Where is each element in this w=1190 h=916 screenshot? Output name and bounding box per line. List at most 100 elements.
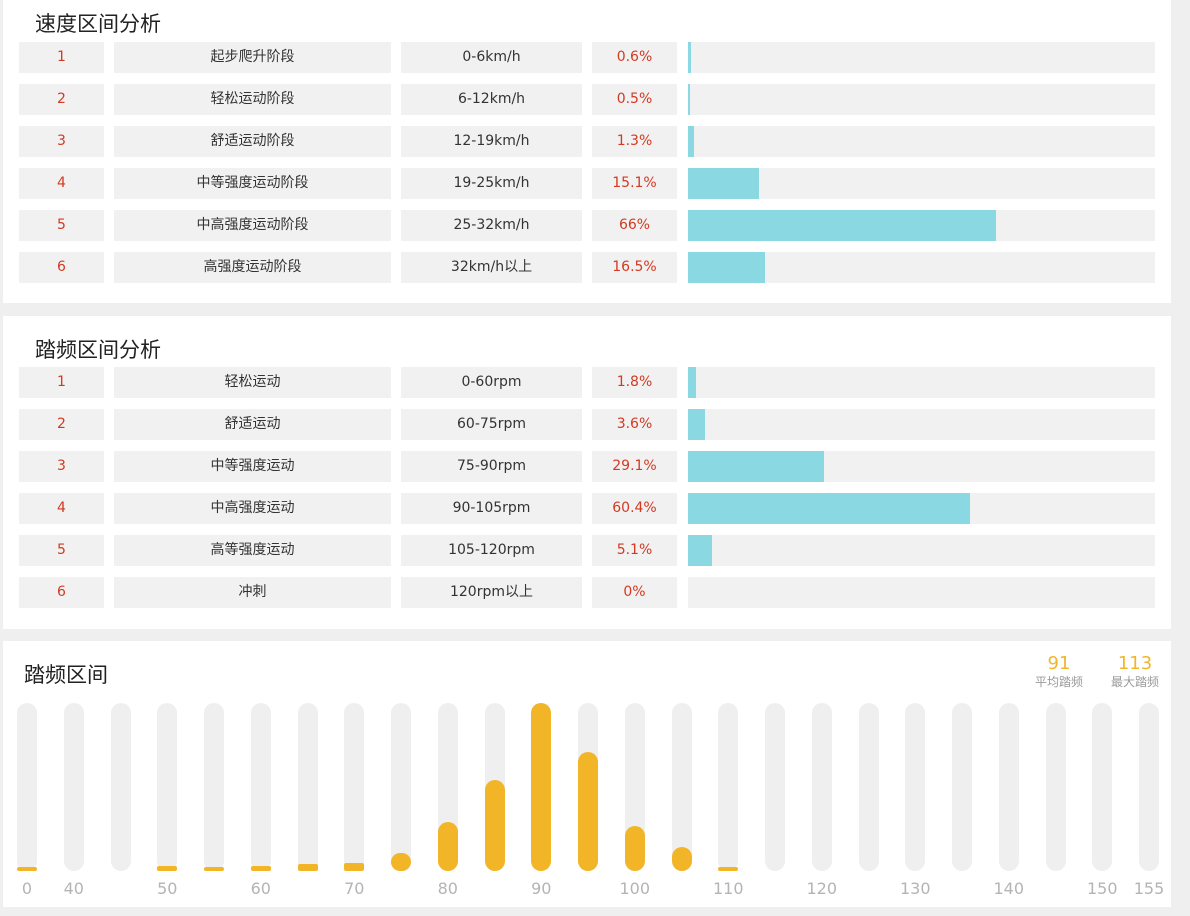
- histogram-title: 踏频区间: [24, 663, 108, 687]
- histogram-column: [250, 703, 271, 871]
- zone-range: 120rpm以上: [401, 577, 582, 608]
- histogram-track: [905, 703, 926, 871]
- histogram-bar: [297, 864, 318, 871]
- cadence-zone-panel: 踏频区间分析 1 轻松运动 0-60rpm 1.8% 2 舒适运动 60-75rpm 3.6%…: [3, 316, 1171, 629]
- histogram-tick-label: 50: [157, 879, 178, 898]
- zone-percent: 1.3%: [592, 126, 677, 157]
- histogram-column: [811, 703, 832, 871]
- zone-bar-track: [688, 409, 1155, 440]
- zone-name: 舒适运动: [114, 409, 391, 440]
- histogram-bar: [671, 847, 692, 871]
- histogram-column: [578, 703, 598, 871]
- histogram-bar: [17, 867, 37, 871]
- average-cadence-label: 平均踏频: [1034, 675, 1083, 689]
- zone-index: 2: [19, 409, 104, 440]
- histogram-bar: [484, 780, 505, 871]
- zone-index: 5: [19, 210, 104, 241]
- histogram-tick-label: 150: [1086, 879, 1118, 898]
- histogram-track: [204, 703, 224, 871]
- histogram-column: [952, 703, 972, 871]
- zone-percent: 29.1%: [592, 451, 677, 482]
- cadence-histogram-panel: 踏频区间 91 平均踏频 113 最大踏频 0 40 50 60 70 80 90 100 11…: [3, 641, 1171, 907]
- histogram-bar: [578, 751, 598, 871]
- max-cadence-value: 113: [1117, 653, 1153, 674]
- zone-range: 0-6km/h: [401, 42, 582, 73]
- zone-index: 1: [19, 42, 104, 73]
- zone-range: 12-19km/h: [401, 126, 582, 157]
- zone-bar-fill: [688, 451, 824, 482]
- histogram-tick-label: 0: [21, 879, 33, 898]
- histogram-column: [1092, 703, 1113, 871]
- zone-percent: 5.1%: [592, 535, 677, 566]
- histogram-bar: [250, 865, 271, 871]
- histogram-column: [1045, 703, 1066, 871]
- histogram-tick-label: 120: [806, 879, 838, 898]
- zone-bar-fill: [688, 367, 697, 398]
- histogram-column: [204, 703, 224, 871]
- zone-range: 90-105rpm: [401, 493, 582, 524]
- zone-index: 6: [19, 252, 104, 283]
- zone-name: 高强度运动阶段: [114, 252, 391, 283]
- histogram-track: [811, 703, 832, 871]
- histogram-tick-label: 155: [1133, 879, 1165, 898]
- zone-bar-fill: [688, 210, 997, 241]
- histogram-column: [624, 703, 645, 871]
- zone-index: 3: [19, 451, 104, 482]
- histogram-bar: [391, 852, 411, 871]
- histogram-track: [157, 703, 178, 871]
- histogram-track: [63, 703, 84, 871]
- zone-range: 32km/h以上: [401, 252, 582, 283]
- zone-index: 4: [19, 168, 104, 199]
- zone-name: 轻松运动阶段: [114, 84, 391, 115]
- zone-bar-track: [688, 367, 1155, 398]
- histogram-track: [297, 703, 318, 871]
- histogram-tick-label: 60: [250, 879, 271, 898]
- max-cadence-stat: 113 最大踏频: [1107, 653, 1163, 689]
- zone-index: 5: [19, 535, 104, 566]
- histogram-column: [344, 703, 365, 871]
- zone-name: 中等强度运动阶段: [114, 168, 391, 199]
- histogram-bar: [718, 867, 739, 871]
- histogram-column: [63, 703, 84, 871]
- zone-index: 6: [19, 577, 104, 608]
- zone-bar-fill: [688, 535, 712, 566]
- zone-bar-fill: [688, 409, 705, 440]
- zone-range: 6-12km/h: [401, 84, 582, 115]
- zone-bar-track: [688, 451, 1155, 482]
- histogram-column: [391, 703, 411, 871]
- histogram-bar: [344, 862, 365, 871]
- zone-name: 轻松运动: [114, 367, 391, 398]
- zone-bar-fill: [688, 126, 695, 157]
- zone-bar-track: [688, 535, 1155, 566]
- zone-percent: 0.6%: [592, 42, 677, 73]
- zone-percent: 16.5%: [592, 252, 677, 283]
- histogram-column: [718, 703, 739, 871]
- zone-bar-track: [688, 493, 1155, 524]
- histogram-column: [17, 703, 37, 871]
- histogram-tick-label: 140: [993, 879, 1025, 898]
- histogram-tick-label: 100: [619, 879, 651, 898]
- histogram-bar: [437, 822, 458, 871]
- histogram-tick-label: 90: [531, 879, 552, 898]
- zone-name: 高等强度运动: [114, 535, 391, 566]
- zone-name: 中高强度运动阶段: [114, 210, 391, 241]
- zone-range: 105-120rpm: [401, 535, 582, 566]
- histogram-track: [1139, 703, 1159, 871]
- zone-bar-track: [688, 210, 1155, 241]
- histogram-tick-label: 70: [344, 879, 365, 898]
- histogram-track: [998, 703, 1019, 871]
- zone-name: 中等强度运动: [114, 451, 391, 482]
- histogram-track: [765, 703, 785, 871]
- zone-range: 19-25km/h: [401, 168, 582, 199]
- zone-bar-track: [688, 126, 1155, 157]
- histogram-column: [484, 703, 505, 871]
- speed-section-title: 速度区间分析: [35, 12, 161, 36]
- histogram-column: [858, 703, 879, 871]
- histogram-column: [157, 703, 178, 871]
- histogram-column: [437, 703, 458, 871]
- zone-percent: 1.8%: [592, 367, 677, 398]
- average-cadence-value: 91: [1047, 653, 1071, 674]
- max-cadence-label: 最大踏频: [1110, 675, 1159, 689]
- zone-bar-fill: [688, 84, 691, 115]
- histogram-track: [952, 703, 972, 871]
